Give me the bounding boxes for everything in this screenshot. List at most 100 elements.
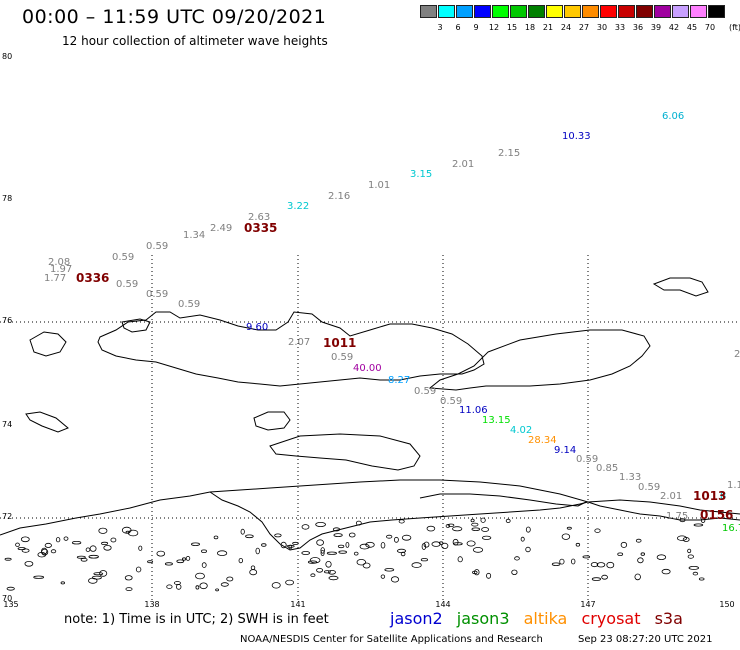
coastal-islet bbox=[362, 562, 371, 569]
coastal-islet bbox=[88, 577, 98, 584]
coastal-islet bbox=[693, 523, 704, 527]
coastline-kolyma-shore bbox=[587, 501, 740, 521]
swh-observation-label: 0.59 bbox=[331, 352, 354, 363]
coastal-islet bbox=[333, 533, 343, 537]
coastal-islet bbox=[309, 557, 321, 564]
coastal-islet bbox=[384, 568, 395, 572]
coastal-islet bbox=[606, 561, 615, 569]
coastal-islet bbox=[110, 537, 117, 543]
swh-observation-label: 0.59 bbox=[576, 454, 599, 465]
legend-label: 6 bbox=[455, 23, 461, 32]
coastal-islet bbox=[640, 552, 645, 556]
coastal-islet bbox=[472, 547, 484, 553]
coastal-islet bbox=[182, 557, 187, 561]
coastal-islet bbox=[201, 562, 207, 568]
coastal-islet bbox=[195, 572, 205, 580]
coastal-islet bbox=[4, 557, 12, 561]
coastal-islet bbox=[688, 566, 700, 570]
swh-observation-label: 1.77 bbox=[44, 273, 67, 284]
page-subtitle: 12 hour collection of altimeter wave hei… bbox=[62, 34, 328, 48]
coastal-islet bbox=[124, 575, 133, 581]
coastline-small-islet-a bbox=[25, 411, 69, 433]
coastal-islet bbox=[525, 526, 531, 533]
coastal-islet bbox=[453, 542, 463, 546]
coastline-east-island bbox=[652, 277, 709, 297]
legend-swatch bbox=[690, 5, 707, 18]
lat-label-76: 76 bbox=[2, 316, 13, 325]
swh-observation-label: 6.06 bbox=[662, 111, 685, 122]
legend-swatch bbox=[708, 5, 725, 18]
coastal-islet bbox=[274, 533, 282, 538]
legend-swatch bbox=[528, 5, 545, 18]
legend-unit: (ft) bbox=[728, 23, 740, 32]
coastal-islet bbox=[217, 550, 228, 556]
swh-observation-label: 1.75 bbox=[666, 511, 689, 522]
coastal-islet bbox=[85, 547, 91, 552]
coastal-islet bbox=[421, 543, 427, 550]
satellite-label-jason3: jason3 bbox=[456, 609, 510, 628]
lon-label-147: 147 bbox=[580, 600, 596, 609]
coastal-islet bbox=[156, 550, 166, 557]
coastal-islet bbox=[60, 581, 65, 585]
coastal-islet bbox=[471, 527, 481, 531]
coastal-islet bbox=[596, 562, 606, 568]
coastal-islet bbox=[520, 536, 525, 542]
coastal-islet bbox=[447, 523, 455, 527]
coastal-islet bbox=[677, 535, 688, 541]
coastal-islet bbox=[431, 541, 441, 547]
coastal-islet bbox=[175, 584, 182, 590]
coastal-islet bbox=[220, 582, 229, 587]
legend-label: 39 bbox=[650, 23, 662, 32]
coastal-islet bbox=[316, 567, 324, 573]
coastal-islet bbox=[91, 575, 102, 580]
coastal-islet bbox=[320, 550, 325, 557]
coastline-new-siberia-islands bbox=[97, 311, 485, 387]
swh-observation-label: 2.16 bbox=[328, 191, 351, 202]
coastal-islet bbox=[199, 582, 208, 590]
legend-label: 18 bbox=[524, 23, 536, 32]
coastal-islet bbox=[89, 545, 97, 552]
page-title: 00:00 – 11:59 UTC 09/20/2021 bbox=[22, 6, 327, 28]
coastal-islet bbox=[582, 555, 591, 559]
satellite-legend: jason2 jason3 altika cryosat s3a bbox=[390, 609, 692, 628]
legend-swatch bbox=[420, 5, 437, 18]
swh-observation-label: 2 bbox=[734, 349, 740, 360]
legend-swatch bbox=[600, 5, 617, 18]
swh-observation-label: 0.59 bbox=[116, 279, 139, 290]
coastal-islet bbox=[471, 522, 479, 527]
swh-observation-label: 11.06 bbox=[459, 405, 488, 416]
coastal-islet bbox=[337, 544, 345, 549]
coastal-islet bbox=[271, 582, 281, 589]
coastal-islet bbox=[325, 560, 332, 568]
coastal-islet bbox=[514, 556, 520, 561]
coastal-islet bbox=[135, 566, 142, 573]
coastal-islet bbox=[20, 536, 30, 543]
coastal-islet bbox=[190, 542, 200, 546]
legend-label: 45 bbox=[686, 23, 698, 32]
legend-label: 21 bbox=[542, 23, 554, 32]
legend-label: 30 bbox=[596, 23, 608, 32]
coastal-islet bbox=[393, 536, 399, 543]
coastal-islet bbox=[138, 545, 143, 551]
coastal-islet bbox=[561, 533, 571, 540]
lat-label-80: 80 bbox=[2, 52, 13, 61]
coastal-islet bbox=[452, 526, 463, 532]
legend-label: 15 bbox=[506, 23, 518, 32]
swh-observation-label: 2.08 bbox=[48, 257, 71, 268]
coastal-islet bbox=[88, 554, 99, 559]
coastline-bay bbox=[419, 493, 587, 507]
coastal-islet bbox=[166, 584, 173, 589]
coastal-islet bbox=[441, 542, 449, 550]
satellite-label-jason2: jason2 bbox=[390, 609, 443, 628]
coastal-islet bbox=[164, 562, 173, 566]
pass-time-label: 1013 bbox=[693, 489, 727, 503]
coastal-islet bbox=[656, 554, 667, 560]
coastal-islet bbox=[332, 527, 341, 532]
legend-label: 24 bbox=[560, 23, 572, 32]
coastal-islet bbox=[359, 543, 370, 550]
coastal-islet bbox=[486, 572, 492, 579]
swh-observation-label: 1.01 bbox=[368, 180, 391, 191]
coastal-islet bbox=[355, 520, 362, 526]
coastal-islet bbox=[426, 525, 436, 532]
